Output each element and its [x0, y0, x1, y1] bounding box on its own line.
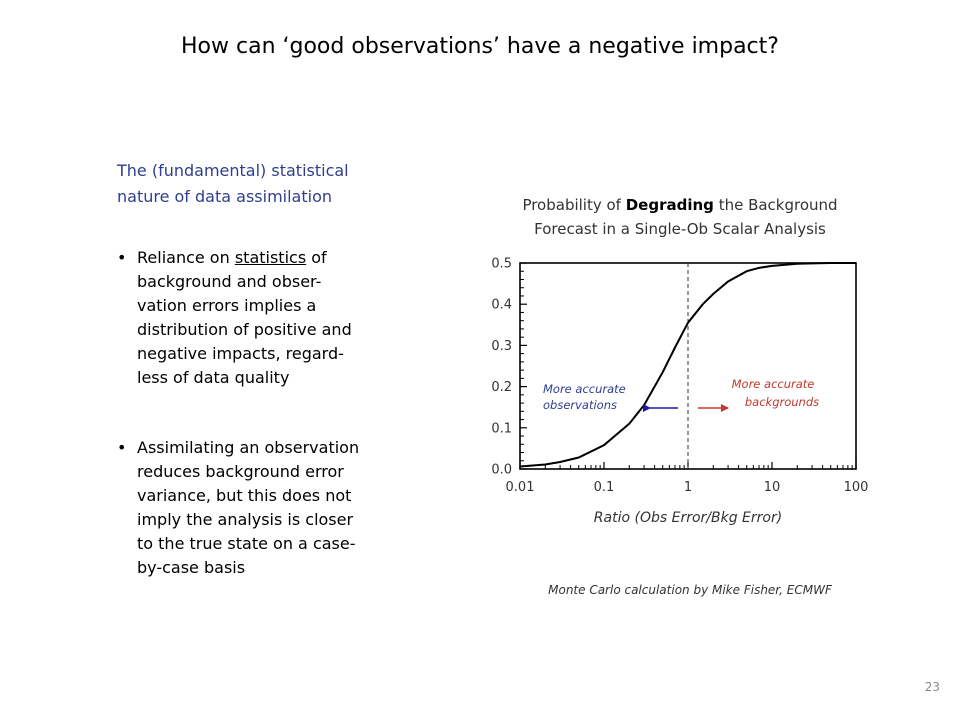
annotation-more-accurate-backgrounds: More accurate backgrounds — [708, 375, 838, 411]
bullet1-line-1-pre: Reliance on — [137, 248, 235, 267]
y-tick-label: 0.3 — [491, 339, 512, 354]
annotation-left-line-2: observations — [543, 398, 618, 412]
bullet2-line-1: Assimilating an observation — [137, 438, 360, 457]
bullet-marker: • — [117, 248, 127, 267]
y-tick-label: 0.0 — [491, 463, 512, 478]
intro-line-1: The (fundamental) statistical — [117, 161, 349, 180]
bullet-marker: • — [117, 438, 127, 457]
annotation-more-accurate-observations: More accurate observations — [543, 381, 653, 413]
page-number: 23 — [924, 680, 940, 694]
chart-title-line-1: Probability of Degrading the Background — [522, 196, 837, 214]
bullet-item-1: • Reliance on statistics of background a… — [117, 246, 417, 390]
x-tick-label: 10 — [764, 480, 781, 495]
x-tick-label: 0.01 — [506, 480, 535, 495]
bullet2-line-6: by-case basis — [137, 558, 246, 577]
bullet2-line-5: to the true state on a case- — [137, 534, 356, 553]
y-tick-label: 0.5 — [491, 257, 512, 272]
text-column: The (fundamental) statistical nature of … — [117, 158, 417, 580]
y-tick-label: 0.1 — [491, 421, 512, 436]
bullet1-line-4: distribution of positive and — [137, 320, 352, 339]
x-tick-label: 1 — [684, 480, 692, 495]
chart-title-pre: Probability of — [522, 196, 626, 214]
annotation-right-line-2: backgrounds — [744, 395, 820, 409]
bullet2-line-4: imply the analysis is closer — [137, 510, 354, 529]
slide-title: How can ‘good observations’ have a negat… — [181, 34, 779, 59]
annotation-right-line-1: More accurate — [731, 377, 815, 391]
bullet1-line-5: negative impacts, regard- — [137, 344, 344, 363]
intro-text: The (fundamental) statistical nature of … — [117, 158, 417, 210]
credit-note: Monte Carlo calculation by Mike Fisher, … — [548, 583, 832, 597]
y-tick-label: 0.4 — [491, 298, 512, 313]
x-axis: 0.01 0.1 1 10 100 — [506, 462, 869, 495]
probability-curve — [519, 262, 856, 468]
x-tick-label: 100 — [844, 480, 869, 495]
chart-title-line-2: Forecast in a Single-Ob Scalar Analysis — [534, 220, 826, 238]
bullet-item-2: • Assimilating an observation reduces ba… — [117, 436, 417, 580]
x-tick-label: 0.1 — [594, 480, 615, 495]
y-axis: 0.0 0.1 0.2 0.3 0.4 0.5 — [491, 257, 527, 478]
bullet1-line-2: background and obser- — [137, 272, 322, 291]
chart-title: Probability of Degrading the Background … — [480, 193, 880, 241]
bullet2-line-3: variance, but this does not — [137, 486, 352, 505]
bullet1-line-1-post: of — [306, 248, 327, 267]
intro-line-2: nature of data assimilation — [117, 187, 332, 206]
annotation-left-line-1: More accurate — [543, 382, 626, 396]
chart-title-post: the Background — [713, 196, 838, 214]
bullet2-line-2: reduces background error — [137, 462, 344, 481]
chart-title-bold-word: Degrading — [625, 196, 714, 214]
x-axis-label: Ratio (Obs Error/Bkg Error) — [593, 510, 783, 526]
y-tick-label: 0.2 — [491, 380, 512, 395]
underlined-word: statistics — [234, 248, 307, 267]
bullet1-line-6: less of data quality — [137, 368, 290, 387]
bullet1-line-3: vation errors implies a — [137, 296, 317, 315]
bullet1-line-1: Reliance on statistics of — [137, 246, 417, 270]
